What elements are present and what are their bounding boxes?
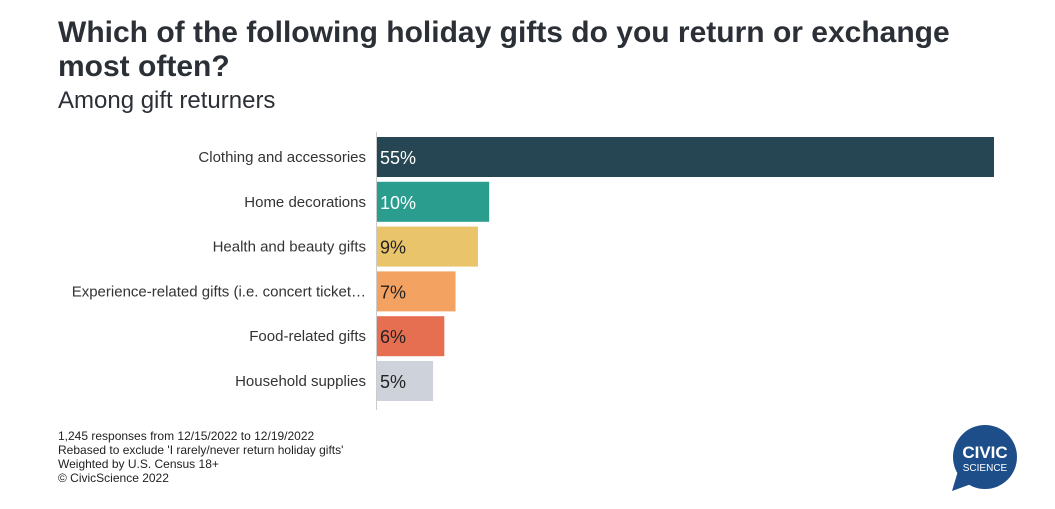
logo-text-science: SCIENCE (963, 463, 1008, 474)
logo-text-civic: CIVIC (962, 443, 1007, 462)
logo-bubble-tail (952, 471, 974, 491)
footnote-rebased: Rebased to exclude 'I rarely/never retur… (58, 443, 344, 457)
footnote-responses: 1,245 responses from 12/15/2022 to 12/19… (58, 429, 315, 443)
logo-bubble (953, 425, 1017, 489)
category-label-3: Experience-related gifts (i.e. concert t… (72, 283, 366, 300)
value-label-0: 55% (380, 148, 416, 168)
value-label-3: 7% (380, 282, 406, 302)
footnote-copyright: © CivicScience 2022 (58, 471, 169, 485)
bars-group: Clothing and accessories 55% Home decorati… (72, 137, 994, 401)
category-label-5: Household supplies (235, 373, 366, 390)
value-label-2: 9% (380, 238, 406, 258)
chart-title: Which of the following holiday gifts do … (58, 16, 950, 83)
category-label-0: Clothing and accessories (198, 149, 366, 166)
footnotes: 1,245 responses from 12/15/2022 to 12/19… (58, 429, 343, 485)
category-label-1: Home decorations (244, 194, 366, 211)
bar-chart: Clothing and accessories 55% Home decorati… (72, 132, 994, 410)
bar-1 (377, 181, 490, 222)
bar-4 (377, 316, 445, 357)
value-label-1: 10% (380, 193, 416, 213)
bar-0 (377, 137, 994, 177)
category-label-2: Health and beauty gifts (213, 239, 366, 256)
civicscience-logo[interactable]: CIVIC SCIENCE (950, 425, 1020, 491)
chart-subtitle: Among gift returners (58, 87, 276, 114)
category-label-4: Food-related gifts (249, 328, 366, 345)
value-label-4: 6% (380, 327, 406, 347)
bar-2 (377, 226, 478, 267)
bar-5 (377, 361, 434, 401)
bar-3 (377, 271, 456, 312)
value-label-5: 5% (380, 372, 406, 392)
footnote-weighted: Weighted by U.S. Census 18+ (58, 457, 219, 471)
